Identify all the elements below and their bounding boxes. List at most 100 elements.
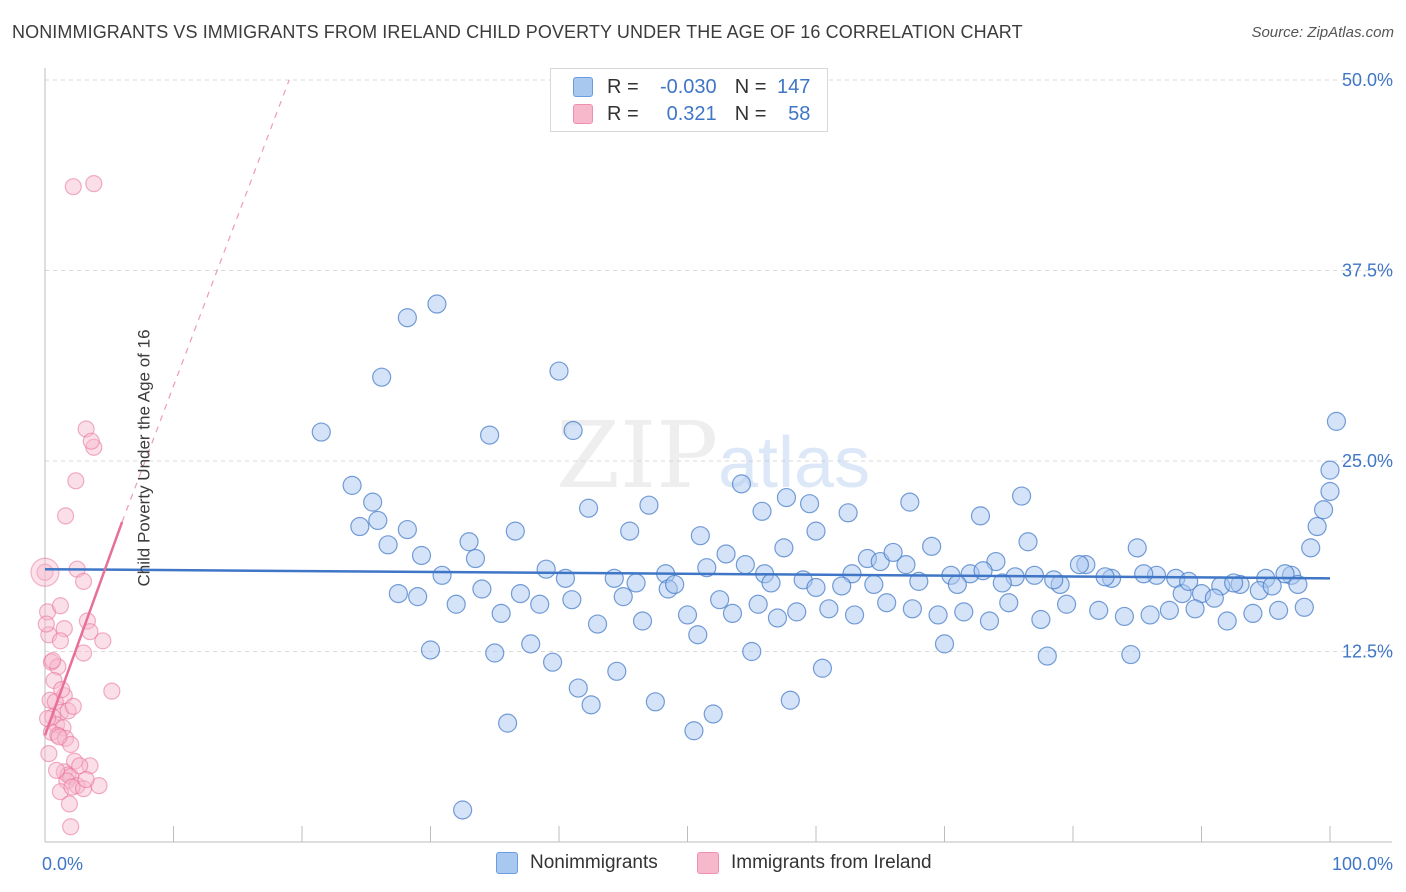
data-point-nonimmigrants xyxy=(613,587,633,607)
data-point-nonimmigrants xyxy=(864,574,884,595)
data-point-nonimmigrants xyxy=(1217,611,1237,631)
data-point-nonimmigrants xyxy=(883,542,903,563)
data-point-nonimmigrants xyxy=(378,535,398,555)
data-point-nonimmigrants xyxy=(388,583,408,604)
data-point-nonimmigrants xyxy=(581,695,601,715)
data-point-nonimmigrants xyxy=(838,503,858,523)
legend-item-nonimmigrants: Nonimmigrants xyxy=(496,852,658,874)
data-point-nonimmigrants xyxy=(748,594,768,614)
data-point-ireland xyxy=(51,597,70,615)
legend-swatch-blue xyxy=(496,852,518,874)
data-point-nonimmigrants xyxy=(521,634,541,654)
data-point-nonimmigrants xyxy=(350,516,370,537)
data-point-nonimmigrants xyxy=(970,506,991,526)
data-point-nonimmigrants xyxy=(1089,600,1109,620)
data-point-nonimmigrants xyxy=(716,544,736,564)
data-point-nonimmigrants xyxy=(480,425,500,445)
legend-r-label: R = xyxy=(607,102,639,125)
data-point-nonimmigrants xyxy=(1320,481,1340,502)
data-point-nonimmigrants xyxy=(563,420,583,441)
data-point-nonimmigrants xyxy=(530,594,550,614)
data-point-nonimmigrants xyxy=(472,579,492,599)
data-point-nonimmigrants xyxy=(1262,576,1282,596)
data-point-nonimmigrants xyxy=(1031,609,1051,630)
data-point-nonimmigrants xyxy=(752,501,772,521)
legend-row-nonimmigrants: R = -0.030 N = 147 xyxy=(573,75,810,99)
data-point-nonimmigrants xyxy=(780,690,800,710)
data-point-ireland xyxy=(56,507,75,525)
data-point-nonimmigrants xyxy=(578,498,599,518)
data-point-ireland xyxy=(64,178,82,196)
watermark-zip: ZIP xyxy=(556,402,718,509)
trend-line-ireland xyxy=(43,521,124,736)
legend-label-ireland: Immigrants from Ireland xyxy=(731,852,932,873)
source-label: Source: ZipAtlas.com xyxy=(1251,24,1394,41)
legend-n-label: N = xyxy=(734,75,767,98)
data-point-nonimmigrants xyxy=(311,422,331,442)
legend-r-value: 0.321 xyxy=(666,102,717,125)
legend-r-value: -0.030 xyxy=(659,75,717,98)
data-point-ireland xyxy=(59,702,77,720)
data-point-nonimmigrants xyxy=(722,603,743,624)
data-point-nonimmigrants xyxy=(465,548,486,569)
legend-n-value: 147 xyxy=(777,75,811,98)
legend-swatch-pink xyxy=(573,104,593,124)
data-point-nonimmigrants xyxy=(1326,411,1347,431)
trend-line-nonimmigrants xyxy=(44,567,1331,580)
data-point-nonimmigrants xyxy=(459,532,479,552)
data-point-nonimmigrants xyxy=(420,640,441,660)
data-point-ireland xyxy=(77,770,95,789)
data-point-nonimmigrants xyxy=(542,652,563,672)
legend-label-nonimmigrants: Nonimmigrants xyxy=(530,852,658,873)
legend-item-ireland: Immigrants from Ireland xyxy=(697,852,932,874)
data-point-ireland xyxy=(94,632,112,650)
data-point-nonimmigrants xyxy=(485,643,505,663)
x-tick-label: 0.0% xyxy=(42,854,83,874)
legend-box: R = -0.030 N = 147 R = 0.321 N = 58 xyxy=(550,68,828,132)
data-point-nonimmigrants xyxy=(761,573,781,593)
data-point-ireland xyxy=(74,572,93,590)
data-point-ireland xyxy=(60,795,79,813)
x-tick-label: 100.0% xyxy=(1332,854,1393,874)
data-point-nonimmigrants xyxy=(767,608,788,628)
data-point-nonimmigrants xyxy=(735,555,755,575)
data-point-nonimmigrants xyxy=(411,545,432,566)
data-point-nonimmigrants xyxy=(774,538,794,558)
data-point-nonimmigrants xyxy=(1121,644,1141,665)
data-point-nonimmigrants xyxy=(1056,594,1077,614)
data-point-nonimmigrants xyxy=(877,593,897,613)
y-tick-label: 50.0% xyxy=(1342,70,1393,90)
data-point-nonimmigrants xyxy=(536,559,556,579)
data-point-ireland xyxy=(50,728,68,746)
data-point-nonimmigrants xyxy=(607,661,627,681)
legend-r-label: R = xyxy=(607,75,639,98)
data-point-nonimmigrants xyxy=(697,558,717,578)
data-point-nonimmigrants xyxy=(787,602,807,622)
data-point-ireland xyxy=(44,652,62,670)
data-point-nonimmigrants xyxy=(806,521,826,541)
data-point-nonimmigrants xyxy=(1204,588,1224,608)
chart-title: NONIMMIGRANTS VS IMMIGRANTS FROM IRELAND… xyxy=(12,22,1023,42)
data-point-nonimmigrants xyxy=(453,800,473,820)
y-tick-label: 25.0% xyxy=(1342,451,1393,471)
data-point-ireland xyxy=(47,761,66,779)
data-point-nonimmigrants xyxy=(549,361,569,381)
data-point-nonimmigrants xyxy=(1320,460,1340,480)
data-point-nonimmigrants xyxy=(620,521,640,541)
data-point-ireland xyxy=(62,818,80,836)
data-point-nonimmigrants xyxy=(446,594,466,614)
data-point-nonimmigrants xyxy=(979,611,1000,631)
data-point-nonimmigrants xyxy=(368,510,388,531)
legend-swatch-blue xyxy=(573,77,593,97)
data-point-nonimmigrants xyxy=(408,587,428,607)
data-point-ireland xyxy=(85,175,103,193)
bottom-legend: Nonimmigrants Immigrants from Ireland xyxy=(0,852,1406,878)
data-point-nonimmigrants xyxy=(1037,646,1057,666)
data-point-nonimmigrants xyxy=(632,611,653,631)
y-tick-label: 12.5% xyxy=(1342,642,1393,662)
series-immigrants-from-ireland xyxy=(30,175,121,836)
data-point-nonimmigrants xyxy=(491,603,511,624)
data-point-nonimmigrants xyxy=(742,641,762,662)
data-point-nonimmigrants xyxy=(710,590,730,610)
series-nonimmigrants xyxy=(311,294,1347,820)
